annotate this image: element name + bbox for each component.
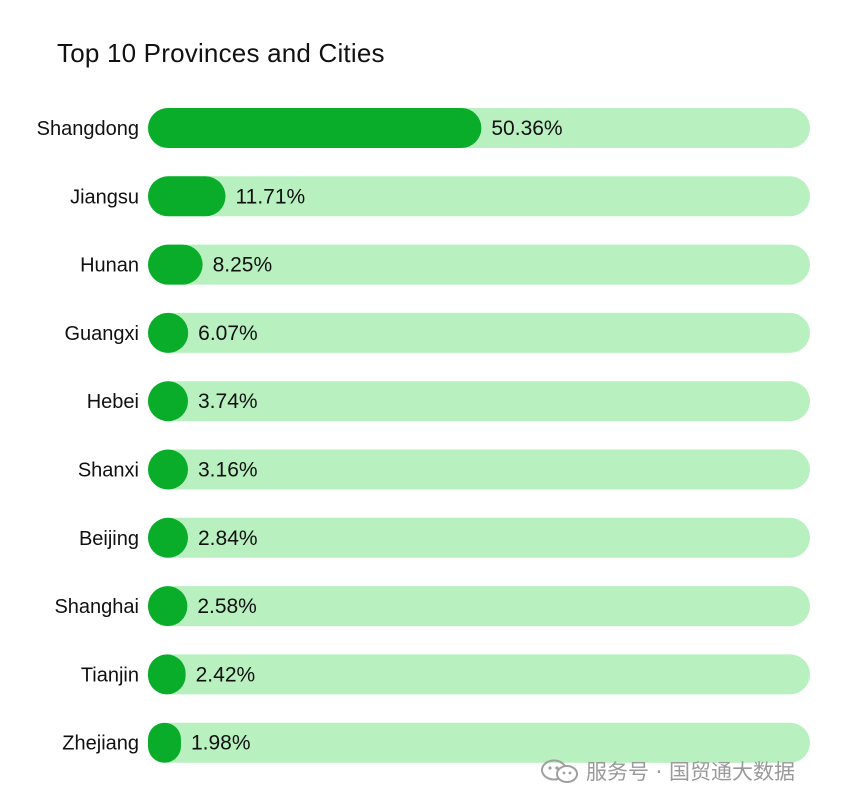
watermark: 服务号 · 国贸通大数据	[540, 756, 795, 786]
bar-rows: Shangdong 50.36% Jiangsu 11.71% Hunan 8.25% Gu…	[37, 108, 810, 763]
bar-hunan	[148, 244, 203, 285]
bar-track	[148, 244, 810, 285]
chart-title: Top 10 Provinces and Cities	[57, 38, 385, 68]
category-label: Jiangsu	[70, 186, 139, 208]
value-label: 2.84%	[198, 527, 258, 550]
value-label: 3.74%	[198, 390, 258, 413]
bar-track	[148, 654, 810, 695]
category-label: Shanxi	[78, 460, 139, 482]
bar-track	[148, 381, 810, 422]
bar-shanxi	[148, 449, 188, 490]
value-label: 6.07%	[198, 322, 258, 345]
category-label: Zhejiang	[62, 733, 139, 755]
category-label: Hunan	[80, 255, 139, 277]
category-label: Shanghai	[54, 596, 139, 618]
value-label: 2.58%	[197, 595, 257, 618]
bar-track	[148, 449, 810, 490]
value-label: 3.16%	[198, 459, 258, 482]
bar-track	[148, 312, 810, 353]
category-label: Shangdong	[37, 118, 139, 140]
bar-guangxi	[148, 312, 189, 353]
bar-zhejiang	[148, 722, 181, 763]
bar-track	[148, 722, 810, 763]
category-label: Beijing	[79, 528, 139, 550]
bar-tianjin	[148, 654, 186, 695]
value-label: 50.36%	[491, 117, 562, 140]
category-label: Guangxi	[65, 323, 140, 345]
bar-track	[148, 176, 810, 217]
bar-hebei	[148, 381, 188, 422]
value-label: 11.71%	[236, 185, 306, 208]
category-label: Hebei	[87, 391, 139, 413]
watermark-text: 服务号 · 国贸通大数据	[586, 760, 796, 784]
value-label: 2.42%	[196, 663, 256, 686]
wechat-icon	[541, 759, 578, 783]
bar-track	[148, 586, 810, 627]
bar-beijing	[148, 517, 188, 558]
bar-shanghai	[148, 586, 188, 627]
category-label: Tianjin	[81, 664, 139, 686]
value-label: 8.25%	[213, 254, 273, 277]
value-label: 1.98%	[191, 732, 251, 755]
bar-jiangsu	[148, 176, 226, 217]
bar-shangdong	[148, 108, 482, 148]
bar-track	[148, 517, 810, 558]
